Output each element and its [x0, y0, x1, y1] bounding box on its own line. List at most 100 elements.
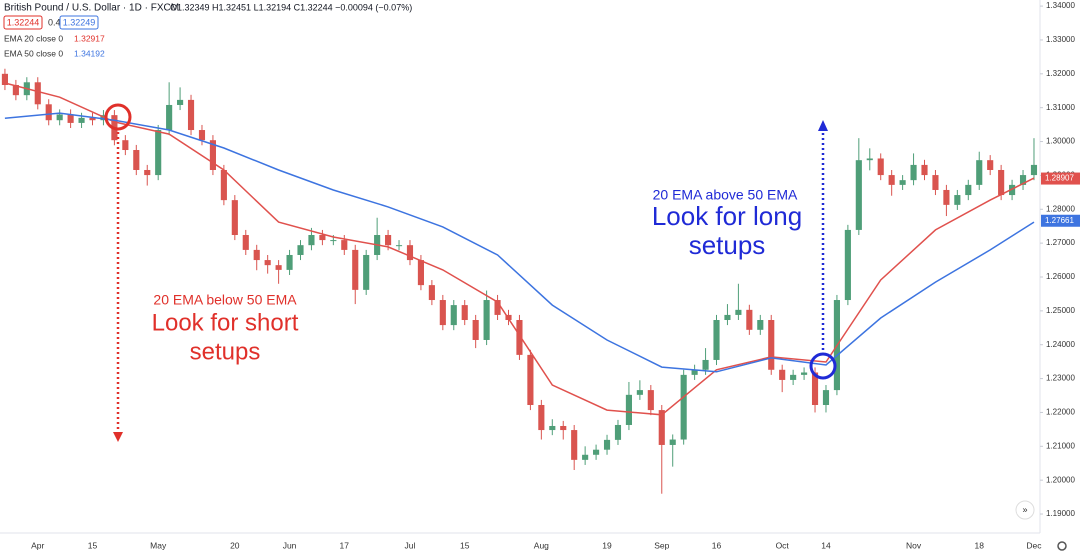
- candle-body: [89, 117, 96, 121]
- candle-body: [998, 169, 1005, 196]
- x-tick-label: Aug: [534, 540, 549, 550]
- x-tick-label: Dec: [1026, 540, 1042, 550]
- candle-body: [395, 245, 403, 247]
- ask-box[interactable]: [59, 15, 99, 30]
- bid-box[interactable]: [3, 15, 43, 30]
- candle-body: [582, 454, 589, 460]
- candle-body: [461, 305, 468, 321]
- candle-body: [976, 160, 983, 185]
- short-arrowhead: [113, 432, 123, 442]
- candle-body: [713, 320, 720, 360]
- candle-body: [341, 240, 348, 250]
- candle-body: [549, 425, 556, 431]
- candle-body: [450, 305, 457, 326]
- candle-body: [494, 300, 501, 315]
- ask: 1.32249: [63, 17, 96, 27]
- candle-body: [527, 354, 534, 405]
- legend-value: 1.32917: [74, 33, 105, 43]
- legend-name: EMA 50 close 0: [4, 48, 63, 58]
- legend-value: 1.34192: [74, 48, 105, 58]
- candle-body: [614, 424, 622, 440]
- candle-body: [746, 309, 753, 330]
- x-tick-label: Apr: [31, 540, 44, 550]
- candle-body: [866, 158, 873, 161]
- y-tick-label: 1.19000: [1046, 509, 1075, 518]
- scroll-button[interactable]: [1015, 500, 1035, 520]
- candle-body: [768, 320, 775, 370]
- candle-body: [1030, 164, 1038, 176]
- candle-body: [78, 117, 85, 123]
- candle-body: [385, 235, 392, 246]
- candle-body: [275, 265, 282, 270]
- cross-circle: [104, 103, 132, 131]
- x-tick-label: 20: [230, 540, 240, 550]
- candle-body: [636, 390, 643, 395]
- candle-body: [680, 374, 687, 440]
- candle-body: [658, 410, 665, 445]
- candle-body: [472, 320, 479, 340]
- candle-body: [253, 249, 260, 261]
- candle-body: [790, 374, 797, 380]
- candle-body: [987, 160, 994, 170]
- candle-body: [603, 439, 611, 450]
- x-tick-label: 19: [602, 540, 612, 550]
- candle-body: [888, 175, 895, 185]
- candle-body: [1009, 184, 1016, 196]
- annotation: 20 EMA below 50 EMA: [153, 292, 297, 308]
- last-value-box: [1041, 214, 1080, 227]
- candle-body: [691, 369, 698, 375]
- y-tick-label: 1.30000: [1046, 137, 1075, 146]
- candle-body: [308, 235, 315, 246]
- y-tick-label: 1.21000: [1046, 441, 1075, 450]
- candle-body: [757, 320, 764, 330]
- y-tick-label: 1.23000: [1046, 374, 1075, 383]
- candle-body: [593, 449, 600, 455]
- candle-body: [516, 320, 523, 355]
- settings-icon[interactable]: [1057, 541, 1067, 551]
- candle-body: [155, 130, 162, 176]
- y-tick-label: 1.27000: [1046, 238, 1075, 247]
- x-tick-label: Jul: [405, 540, 416, 550]
- x-tick-label: 15: [88, 540, 98, 550]
- candle-body: [801, 372, 808, 375]
- ema-line: [4, 112, 1035, 373]
- candle-body: [724, 314, 731, 321]
- candle-body: [647, 390, 654, 411]
- candle-body: [231, 200, 238, 236]
- y-tick-label: 1.25000: [1046, 306, 1075, 315]
- annotation: Look for short: [152, 309, 299, 336]
- candle-body: [264, 260, 271, 266]
- x-tick-label: Sep: [654, 540, 669, 550]
- candle-body: [428, 285, 435, 301]
- candle-body: [330, 240, 337, 242]
- candle-body: [560, 425, 567, 431]
- x-tick-label: 16: [712, 540, 722, 550]
- candle-body: [921, 164, 928, 176]
- long-arrowhead: [818, 120, 828, 131]
- candle-body: [669, 439, 676, 445]
- last-value-label: 1.27661: [1045, 216, 1074, 225]
- ema-line: [4, 82, 1035, 416]
- candle-body: [417, 260, 424, 286]
- symbol-title: British Pound / U.S. Dollar · 1D · FXCM: [4, 3, 179, 14]
- candle-body: [1, 73, 8, 85]
- candle-body: [1019, 175, 1027, 185]
- candle-body: [571, 430, 578, 460]
- candle-body: [844, 229, 851, 301]
- candle-body: [811, 372, 819, 405]
- spread: 0.4: [48, 17, 61, 27]
- candle-body: [877, 158, 884, 176]
- y-tick-label: 1.22000: [1046, 408, 1075, 417]
- ohlc-readout: O1.32349 H1.32451 L1.32194 C1.32244 −0.0…: [170, 2, 412, 12]
- annotation: 20 EMA above 50 EMA: [653, 187, 798, 203]
- plot: [1, 68, 1038, 494]
- candle-body: [45, 104, 52, 121]
- y-tick-label: 1.24000: [1046, 340, 1075, 349]
- bid: 1.32244: [7, 17, 40, 27]
- cross-circle: [809, 352, 837, 380]
- x-tick-label: 17: [340, 540, 350, 550]
- candle-body: [12, 84, 19, 96]
- candle-body: [34, 82, 41, 105]
- legend-name: EMA 20 close 0: [4, 33, 63, 43]
